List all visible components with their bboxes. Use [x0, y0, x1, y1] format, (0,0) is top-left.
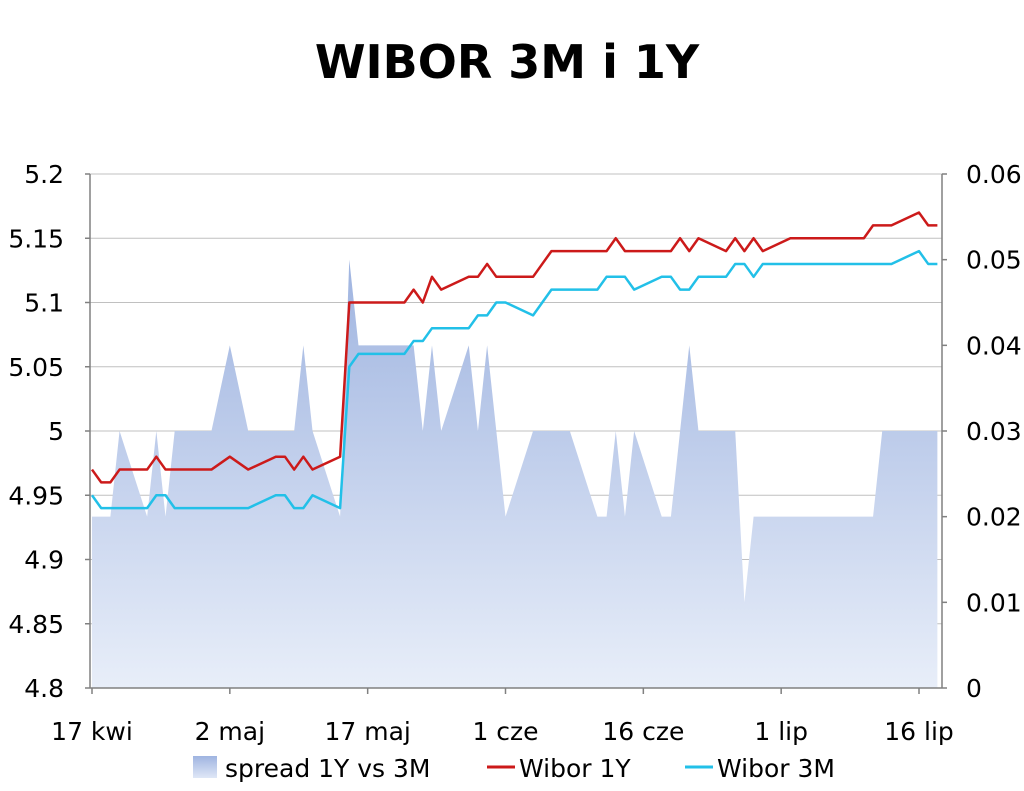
legend-label-wibor-3m: Wibor 3M [717, 754, 835, 783]
left-axis-tick-label: 5.2 [24, 160, 64, 189]
left-axis-tick-label: 4.95 [8, 481, 64, 510]
left-axis-tick-label: 4.8 [24, 674, 64, 703]
x-axis-tick-label: 17 kwi [51, 717, 133, 746]
x-axis-tick-label: 1 cze [472, 717, 538, 746]
x-axis-tick-label: 16 cze [602, 717, 684, 746]
x-axis-tick-label: 16 lip [884, 717, 954, 746]
right-axis-tick-label: 0.05 [966, 246, 1022, 275]
legend: spread 1Y vs 3M Wibor 1Y Wibor 3M [193, 754, 835, 783]
x-axis-tick-labels: 17 kwi 2 maj 17 maj 1 cze 16 cze 1 lip 16 lip [51, 717, 954, 746]
axes [85, 173, 947, 694]
x-axis-tick-label: 2 maj [195, 717, 265, 746]
left-axis-tick-label: 5.1 [24, 289, 64, 318]
left-axis-tick-label: 5.05 [8, 353, 64, 382]
right-axis-tick-label: 0.03 [966, 417, 1022, 446]
right-axis-tick-labels: 0 0.01 0.02 0.03 0.04 0.05 0.06 [966, 160, 1022, 703]
series-line-wibor-1y [90, 211, 938, 484]
x-axis-tick-label: 17 maj [324, 717, 410, 746]
left-axis-tick-label: 5 [48, 417, 64, 446]
right-axis-tick-label: 0.04 [966, 331, 1022, 360]
legend-label-wibor-1y: Wibor 1Y [519, 754, 631, 783]
chart-title: WIBOR 3M i 1Y [315, 35, 700, 89]
series-line-wibor-3m [90, 249, 938, 510]
spread-area-layer [92, 259, 938, 688]
right-axis-tick-label: 0.01 [966, 588, 1022, 617]
x-axis-tick-label: 1 lip [754, 717, 808, 746]
left-axis-tick-label: 4.85 [8, 610, 64, 639]
legend-label-spread: spread 1Y vs 3M [225, 754, 431, 783]
left-axis-tick-label: 4.9 [24, 546, 64, 575]
right-axis-tick-label: 0.06 [966, 160, 1022, 189]
series-lines-layer [90, 211, 938, 510]
series-area-spread [92, 259, 938, 688]
legend-swatch-spread [193, 756, 217, 778]
right-axis-tick-label: 0.02 [966, 503, 1022, 532]
left-axis-tick-labels: 4.8 4.85 4.9 4.95 5 5.05 5.1 5.15 5.2 [8, 160, 64, 703]
left-axis-tick-label: 5.15 [8, 224, 64, 253]
right-axis-tick-label: 0 [966, 674, 982, 703]
